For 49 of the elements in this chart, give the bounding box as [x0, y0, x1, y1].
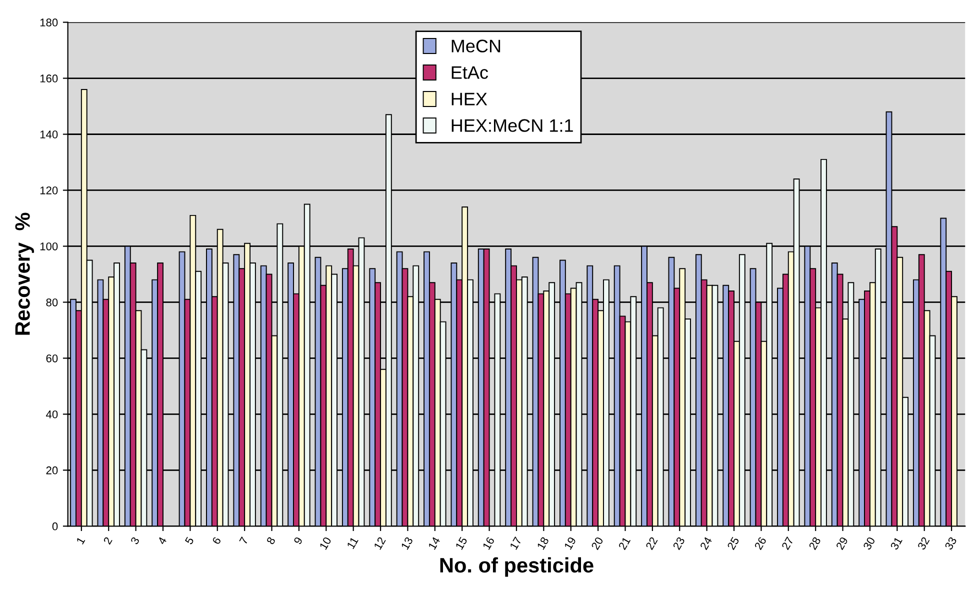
x-tick-label: 2 — [103, 536, 112, 545]
legend-label: MeCN — [452, 40, 500, 52]
x-tick-label: 14 — [428, 536, 440, 550]
y-tick-label: 100 — [40, 242, 58, 250]
x-tick-label: 31 — [890, 536, 903, 550]
x-tick-label: 19 — [564, 536, 576, 550]
y-axis-title: Recovery % — [15, 212, 34, 335]
y-tick-label: 160 — [40, 74, 58, 82]
x-tick-label: 7 — [239, 536, 248, 545]
x-tick-label: 28 — [808, 536, 822, 550]
x-tick-label: 8 — [266, 536, 276, 545]
x-tick-label: 16 — [482, 536, 495, 550]
x-tick-label: 13 — [400, 536, 414, 550]
legend-label: EtAc — [452, 66, 488, 79]
x-tick-label: 27 — [781, 536, 794, 550]
x-tick-label: 30 — [862, 536, 876, 550]
x-tick-label: 32 — [917, 536, 930, 550]
y-tick-label: 180 — [40, 18, 58, 26]
x-tick-label: 15 — [455, 536, 468, 550]
x-tick-label: 4 — [157, 536, 167, 546]
x-tick-label: 6 — [212, 536, 222, 545]
x-axis-title: No. of pesticide — [440, 557, 594, 577]
x-tick-label: 3 — [130, 536, 140, 545]
y-tick-label: 60 — [46, 354, 58, 362]
x-tick-label: 21 — [618, 536, 631, 550]
x-tick-label: 25 — [726, 536, 740, 550]
x-tick-label: 17 — [510, 536, 522, 550]
legend-label: HEX:MeCN 1:1 — [452, 119, 573, 132]
y-tick-label: 20 — [46, 466, 58, 474]
legend-label: HEX — [452, 92, 488, 106]
x-tick-label: 29 — [836, 536, 848, 550]
y-tick-label: 140 — [40, 130, 58, 138]
x-tick-label: 9 — [293, 536, 303, 545]
x-tick-label: 18 — [536, 536, 550, 550]
x-tick-label: 12 — [374, 536, 386, 550]
y-tick-label: 120 — [40, 186, 58, 194]
x-tick-label: 10 — [319, 536, 332, 550]
x-tick-label: 22 — [645, 536, 658, 550]
x-tick-label: 20 — [591, 536, 604, 550]
y-tick-label: 80 — [46, 298, 58, 306]
y-tick-label: 40 — [46, 410, 58, 418]
x-tick-label: 23 — [672, 536, 686, 550]
x-tick-label: 5 — [184, 536, 194, 545]
x-tick-label: 24 — [700, 536, 712, 550]
x-tick-label: 33 — [944, 536, 957, 550]
y-tick-label: 0 — [52, 522, 58, 530]
x-tick-label: 11 — [346, 536, 358, 550]
x-tick-label: 26 — [754, 536, 767, 550]
x-tick-label: 1 — [76, 536, 86, 545]
